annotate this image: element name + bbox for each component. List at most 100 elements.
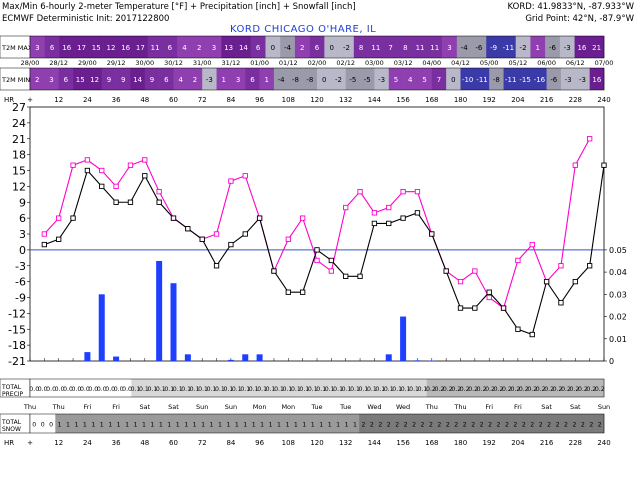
max-strip-cell	[515, 36, 531, 58]
total-precip-cell	[528, 379, 537, 397]
total-precip-value: 0.1	[257, 386, 267, 393]
min-strip-cell	[73, 68, 88, 90]
total-snow-cell	[536, 414, 546, 433]
total-precip-value: 0.1	[240, 386, 250, 393]
min-series-point	[472, 305, 478, 311]
hour-label-bottom: 48	[140, 439, 149, 447]
max-strip-cell	[30, 36, 46, 58]
y-tick-label: 9	[19, 196, 26, 209]
strip-time-label: 29/12	[107, 59, 126, 67]
total-snow-cell	[418, 414, 428, 433]
max-series-point	[558, 263, 564, 269]
min-series-point	[156, 199, 162, 205]
min-strip-value: -16	[534, 76, 546, 84]
min-strip-cell	[101, 68, 117, 90]
total-precip-cell	[308, 379, 318, 397]
min-series-point	[386, 220, 392, 227]
min-strip-cell	[503, 68, 519, 90]
total-precip-cell	[460, 379, 470, 397]
total-snow-cell	[181, 414, 191, 433]
total-snow-cell	[156, 414, 166, 433]
total-snow-value: 2	[513, 422, 517, 429]
strip-time-label: 05/12	[509, 59, 528, 67]
total-snow-value: 1	[277, 422, 281, 429]
total-precip-value: 0.0	[88, 386, 98, 393]
total-precip-value: 0.2	[477, 386, 487, 393]
total-precip-cell	[511, 379, 520, 397]
total-snow-cell	[333, 414, 343, 433]
hour-label-bottom: 216	[540, 439, 554, 447]
min-series-point	[213, 263, 220, 269]
max-strip-cell	[324, 36, 340, 58]
total-precip-value: 0.1	[131, 386, 141, 393]
min-strip-value: 15	[76, 76, 85, 84]
total-snow-cell	[139, 414, 149, 433]
min-series-point	[41, 241, 48, 248]
max-strip-cell	[471, 36, 487, 58]
min-strip-value: 0	[451, 76, 455, 84]
max-series-point	[371, 210, 378, 216]
max-strip-cell	[500, 36, 516, 58]
total-precip-cell	[595, 379, 605, 397]
max-series-point	[127, 162, 134, 168]
total-precip-cell	[30, 379, 39, 397]
day-label: Fri	[112, 403, 120, 411]
y-tick-label: 24	[12, 117, 26, 130]
total-snow-value: 2	[564, 422, 568, 429]
total-precip-value: 0.0	[72, 386, 82, 393]
max-series-point	[472, 268, 478, 274]
max-strip-cell	[133, 36, 149, 58]
total-precip-cell	[283, 379, 292, 397]
total-snow-value: 2	[471, 422, 475, 429]
precip-bar	[98, 294, 105, 361]
min-strip-value: 1	[221, 76, 225, 84]
max-series-point	[156, 189, 162, 195]
total-precip-value: 0.2	[426, 386, 436, 393]
total-snow-cell	[291, 414, 301, 433]
hour-label-bottom: 228	[569, 439, 582, 447]
max-series-point	[328, 268, 334, 274]
max-strip-cell	[545, 36, 561, 58]
total-snow-value: 2	[589, 422, 593, 429]
total-precip-value: 0.1	[409, 386, 419, 393]
total-precip-cell	[485, 379, 495, 397]
total-snow-value: 0	[32, 422, 36, 429]
total-precip-value: 0.1	[401, 386, 411, 393]
min-strip-cell	[317, 68, 332, 90]
total-precip-cell	[426, 379, 436, 397]
total-precip-value: 0.1	[375, 386, 385, 393]
strip-time-label: 03/12	[394, 59, 413, 67]
min-strip-value: -3	[579, 76, 586, 84]
total-precip-cell	[198, 379, 208, 397]
hr-label-bottom: HR	[4, 439, 14, 447]
total-snow-label: TOTAL	[1, 419, 22, 426]
total-precip-value: 0.2	[595, 386, 605, 393]
max-series-point	[386, 204, 392, 211]
total-precip-value: 0.2	[553, 386, 563, 393]
min-strip-cell	[489, 68, 504, 90]
max-strip-value: 0	[271, 44, 275, 52]
min-strip-value: 9	[107, 76, 111, 84]
total-precip-value: 0.1	[147, 386, 157, 393]
y-tick-label: -12	[8, 307, 26, 320]
y-tick-label: 6	[19, 212, 26, 225]
total-precip-frame	[29, 378, 605, 398]
total-snow-value: 1	[58, 422, 62, 429]
precip-bar	[84, 352, 91, 361]
min-strip-cell	[245, 68, 260, 90]
min-series-point	[142, 173, 148, 179]
min-strip-cell	[517, 68, 533, 90]
min-strip-value: -3	[206, 76, 213, 84]
total-precip-cell	[435, 379, 444, 397]
hour-label-bottom: 84	[226, 439, 235, 447]
min-strip-value: -4	[278, 76, 286, 84]
total-snow-value: 2	[361, 422, 365, 429]
y-tick-label: -6	[15, 276, 26, 289]
total-precip-value: 0.0	[122, 386, 132, 393]
min-strip-value: -3	[565, 76, 572, 84]
total-precip-value: 0.2	[586, 386, 596, 393]
total-precip-cell	[519, 379, 529, 397]
strip-time-label: 28/00	[21, 59, 40, 67]
max-series-point	[242, 173, 248, 179]
